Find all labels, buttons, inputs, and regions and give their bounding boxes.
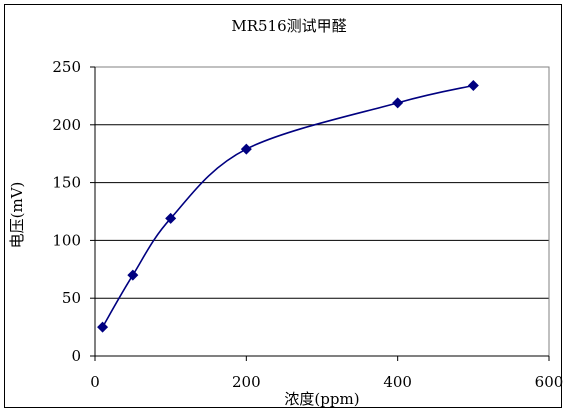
- x-tick-label-600: 600: [535, 373, 564, 391]
- grid-lines: [95, 66, 549, 299]
- y-axis-label: 电压(mV): [8, 182, 26, 249]
- plot-area: [94, 66, 550, 357]
- data-point-5: [467, 79, 479, 91]
- y-tick-label-200: 200: [52, 116, 81, 134]
- data-point-4: [392, 97, 404, 109]
- data-point-2: [165, 212, 177, 224]
- y-tick-label-0: 0: [71, 347, 81, 365]
- x-tick-label-400: 400: [383, 373, 412, 391]
- y-tick-label-50: 50: [62, 289, 81, 307]
- data-point-3: [240, 143, 252, 155]
- y-tick-label-150: 150: [52, 174, 81, 192]
- axes: [90, 66, 550, 361]
- y-tick-label-250: 250: [52, 58, 81, 76]
- series-line: [101, 84, 474, 328]
- y-tick-label-100: 100: [52, 231, 81, 249]
- x-axis-label: 浓度(ppm): [284, 390, 359, 408]
- x-tick-label-200: 200: [232, 373, 261, 391]
- chart-frame: [4, 4, 562, 408]
- series-points: [97, 79, 479, 333]
- data-point-1: [127, 269, 139, 281]
- x-tick-label-0: 0: [90, 373, 100, 391]
- chart-title: MR516测试甲醛: [231, 17, 346, 35]
- tick-labels: 0 50 100 150 200 250 0 200 400 600: [52, 58, 563, 391]
- data-point-0: [97, 321, 109, 333]
